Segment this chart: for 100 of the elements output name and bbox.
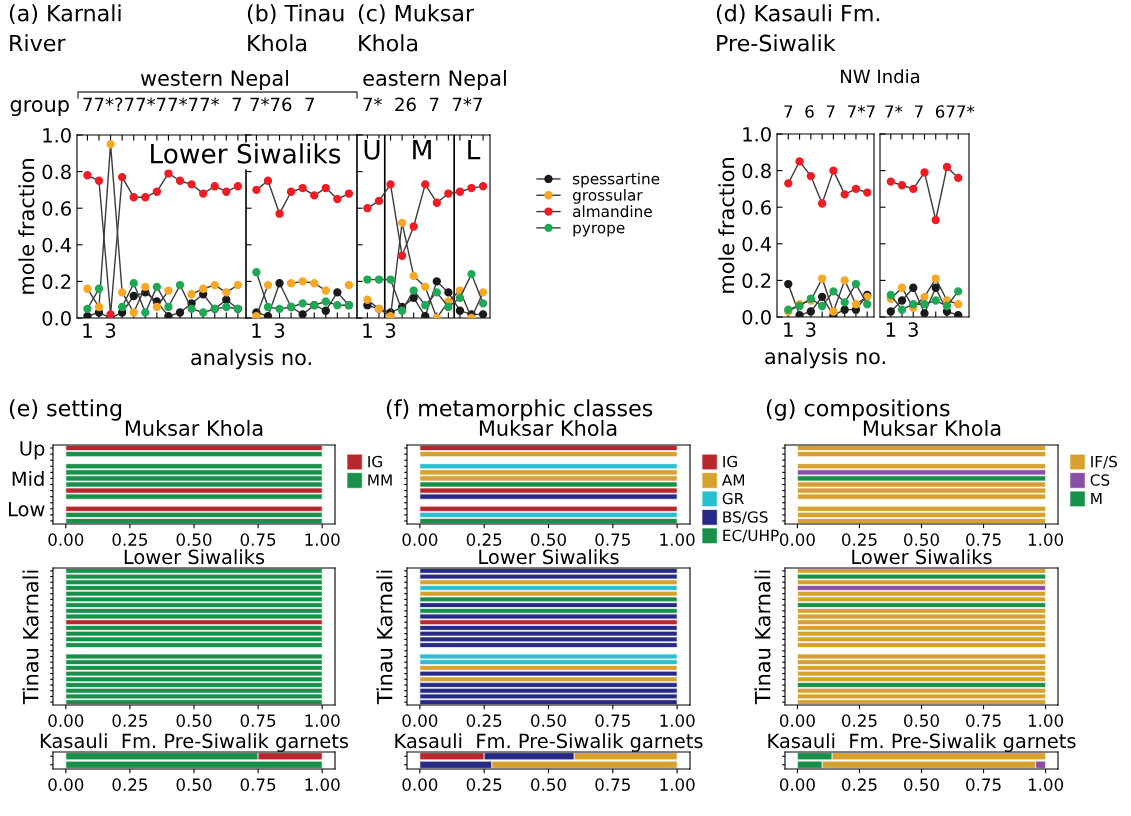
chart-subtitle: Muksar Khola	[125, 419, 263, 437]
chart-title: Lower Siwaliks	[852, 549, 992, 565]
chart-title: (c) Muksar Khola	[358, 4, 475, 52]
legend-label: M	[1091, 492, 1102, 505]
x-tick-label: 0.25	[842, 778, 877, 791]
x-tick-label: 0.00	[779, 533, 815, 546]
legend-label: IG	[368, 455, 382, 468]
y-tick-label: 1.0	[743, 126, 771, 142]
x-tick-label: 0.75	[966, 778, 1001, 791]
x-tick-label: 0.00	[402, 714, 438, 727]
x-tick-label: 0.75	[966, 533, 1001, 546]
annotation: Lower Siwaliks	[151, 143, 341, 164]
x-tick-label: 1.00	[660, 778, 695, 791]
legend-label: pyrope	[573, 224, 625, 237]
legend-label: almandine	[573, 205, 652, 218]
x-tick-label: 0.50	[904, 714, 939, 727]
x-tick-label: 3	[806, 322, 816, 337]
y-tick-label: 0.6	[42, 201, 71, 216]
x-tick-label: 0.75	[240, 714, 276, 727]
x-tick-label: 3	[105, 323, 116, 338]
legend-label: MM	[368, 474, 392, 486]
x-tick-label: 0.50	[531, 533, 566, 546]
x-axis-title: analysis no.	[191, 349, 311, 370]
y-tick-label: 0.4	[42, 237, 72, 253]
legend-label: spessartine	[572, 172, 660, 188]
x-tick-label: 1	[784, 322, 793, 337]
chart-title: Lower Siwaliks	[124, 549, 265, 565]
x-tick-label: 1.00	[1028, 778, 1064, 791]
x-tick-label: 0.25	[842, 714, 877, 727]
x-tick-label: 0.75	[595, 533, 630, 546]
x-tick-label: 1	[886, 322, 896, 337]
x-tick-label: 0.75	[595, 714, 630, 727]
x-tick-label: 0.75	[595, 778, 630, 791]
x-tick-label: 0.00	[779, 778, 815, 791]
y-axis-title: Tinau Karnali	[376, 570, 393, 705]
y-tick-label: 0.4	[742, 236, 772, 252]
annotation: U	[364, 140, 380, 160]
x-tick-label: 3	[385, 323, 396, 338]
x-tick-label: 0.00	[402, 778, 438, 791]
x-tick-label: 0.50	[531, 778, 566, 791]
chart-title: Kasauli Fm. Pre-Siwalik garnets	[40, 733, 349, 752]
text: eastern Nepal	[363, 69, 506, 91]
text: 7*76 7	[250, 97, 314, 112]
chart-subtitle: Muksar Khola	[863, 419, 1001, 437]
x-tick-label: 1	[252, 323, 261, 338]
x-tick-label: 1.00	[1028, 533, 1064, 546]
y-tick-label: 0.2	[42, 274, 71, 290]
x-axis-title: analysis no.	[765, 348, 885, 369]
chart-title: (f) metamorphic classes	[386, 399, 653, 421]
legend-label: EC/UHP	[723, 529, 779, 543]
text: 77*?77*77*77* 7	[83, 97, 242, 111]
chart-title: (d) Kasauli Fm. Pre-Siwalik	[716, 4, 880, 52]
legend-label: IF/S	[1091, 455, 1118, 469]
x-tick-label: 0.50	[904, 533, 939, 546]
chart-subtitle: Muksar Khola	[479, 419, 617, 437]
y-tick-label: 1.0	[43, 127, 71, 143]
text: group	[10, 100, 69, 117]
legend-label: BS/GS	[723, 511, 768, 524]
legend-label: AM	[721, 474, 744, 486]
annotation: L	[468, 140, 481, 160]
x-tick-label: 0.75	[966, 714, 1001, 727]
x-tick-label: 0.25	[466, 778, 502, 791]
x-tick-label: 1.00	[1028, 714, 1064, 727]
x-tick-label: 1.00	[305, 533, 340, 546]
x-tick-label: 1	[363, 323, 372, 338]
y-axis-title: mole fraction	[18, 159, 35, 294]
x-tick-label: 1.00	[660, 714, 695, 727]
x-tick-label: 0.25	[112, 714, 148, 727]
x-tick-label: 0.25	[112, 778, 148, 791]
chart-title: (b) Tinau Khola	[247, 4, 344, 52]
x-tick-label: 0.25	[466, 533, 502, 546]
x-tick-label: 3	[908, 322, 918, 337]
x-tick-label: 0.50	[176, 533, 212, 546]
chart-title: (e) setting	[9, 399, 122, 421]
legend-label: GR	[722, 492, 744, 505]
x-tick-label: 0.00	[48, 533, 84, 546]
y-tick-label: 0.0	[742, 309, 771, 325]
x-tick-label: 0.25	[842, 533, 877, 546]
x-tick-label: 1.00	[660, 533, 695, 546]
chart-title: Kasauli Fm. Pre-Siwalik garnets	[395, 733, 703, 752]
x-tick-label: 0.00	[402, 533, 438, 546]
y-axis-title: Tinau Karnali	[754, 570, 771, 705]
y-tick-label: 0.8	[742, 163, 771, 179]
chart-title: (a) Karnali River	[9, 4, 121, 52]
x-tick-label: 0.75	[240, 533, 276, 546]
y-tick-label: 0.0	[42, 310, 71, 326]
x-tick-label: 1.00	[305, 714, 340, 727]
text: western Nepal	[140, 69, 288, 91]
chart-title: Kasauli Fm. Pre-Siwalik garnets	[768, 733, 1076, 752]
chart-title: Lower Siwaliks	[479, 549, 619, 565]
y-tick-label: 0.2	[742, 273, 771, 289]
chart-title: (g) compositions	[766, 399, 950, 421]
x-tick-label: 1.00	[305, 778, 340, 791]
x-tick-label: 0.00	[48, 778, 84, 791]
chart-subtitle: NW India	[841, 69, 920, 84]
x-tick-label: 0.50	[531, 714, 566, 727]
x-tick-label: 0.50	[176, 714, 212, 727]
text: 7 6 7 7*7	[784, 105, 875, 118]
x-tick-label: 0.25	[466, 714, 502, 727]
y-tick-label: Up	[20, 441, 45, 460]
